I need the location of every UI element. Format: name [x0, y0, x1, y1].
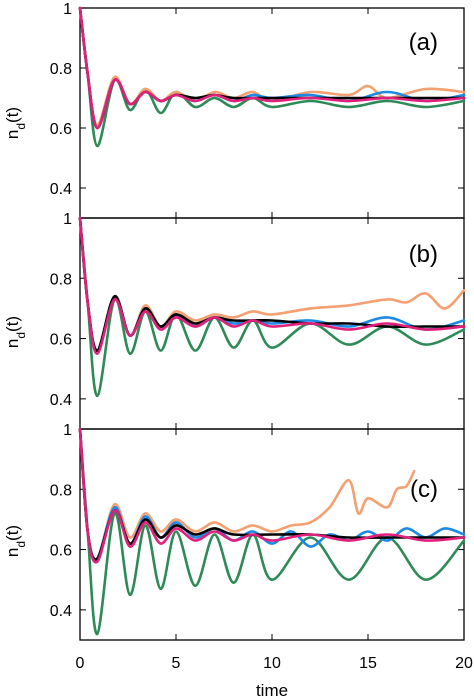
panel-c-series-green	[78, 427, 466, 636]
panel-a-series-blue	[78, 6, 466, 130]
panel-b: (b) 0.4 0.6 0.8 1 nd(t)	[3, 211, 466, 430]
panel-c-series-magenta	[78, 427, 466, 564]
panel-a-y-tick-label: 0.4	[50, 181, 72, 198]
x-tick-label: 0	[76, 655, 85, 672]
panel-b-series-group	[78, 216, 466, 398]
panel-b-y-axis-label: nd(t)	[3, 316, 28, 348]
panel-a: (a) 0.4 0.6 0.8 1 nd(t)	[3, 1, 466, 219]
panel-a-y-tick-label: 1	[63, 1, 72, 18]
panel-a-series-black	[78, 6, 466, 130]
panel-a-tag: (a)	[409, 29, 438, 56]
panel-c-x-ticks	[79, 429, 465, 640]
panel-c-series-orange	[78, 427, 416, 561]
panel-a-series-group	[78, 6, 466, 148]
panel-b-y-tick-label: 0.8	[50, 271, 72, 288]
x-tick-label: 10	[263, 655, 281, 672]
panel-a-x-ticks	[79, 8, 465, 218]
panel-b-tag: (b)	[409, 241, 438, 268]
panel-b-series-green	[78, 216, 466, 398]
panel-c-y-tick-label: 0.4	[50, 603, 72, 620]
panel-b-series-magenta	[78, 216, 466, 355]
panel-c: (c) 0.4 0.6 0.8 1 nd(t)	[3, 422, 466, 641]
panel-c-series-group	[78, 427, 466, 636]
panel-a-y-tick-label: 0.8	[50, 61, 72, 78]
panel-a-series-magenta	[78, 6, 466, 130]
panel-a-y-axis-label: nd(t)	[3, 107, 28, 139]
x-tick-label: 15	[359, 655, 377, 672]
x-tick-label: 5	[172, 655, 181, 672]
panel-a-series-green	[78, 6, 466, 148]
x-axis-label: time	[256, 681, 288, 700]
panel-b-y-tick-label: 0.4	[50, 392, 72, 409]
panel-c-y-tick-label: 0.6	[50, 543, 72, 560]
panel-c-tag: (c)	[410, 476, 438, 503]
panel-b-y-tick-label: 0.6	[50, 332, 72, 349]
panel-c-y-tick-label: 1	[63, 422, 72, 439]
x-tick-label: 20	[455, 655, 473, 672]
panel-b-y-ticks: 0.4 0.6 0.8 1	[50, 211, 464, 409]
panel-a-frame	[79, 7, 465, 219]
panel-a-series-orange	[78, 6, 466, 127]
panel-c-y-ticks: 0.4 0.6 0.8 1	[50, 422, 464, 620]
panel-c-y-tick-label: 0.8	[50, 482, 72, 499]
panel-b-y-tick-label: 1	[63, 211, 72, 228]
panel-a-y-tick-label: 0.6	[50, 121, 72, 138]
x-tick-labels: 0 5 10 15 20	[76, 655, 473, 672]
panel-c-y-axis-label: nd(t)	[3, 525, 28, 557]
